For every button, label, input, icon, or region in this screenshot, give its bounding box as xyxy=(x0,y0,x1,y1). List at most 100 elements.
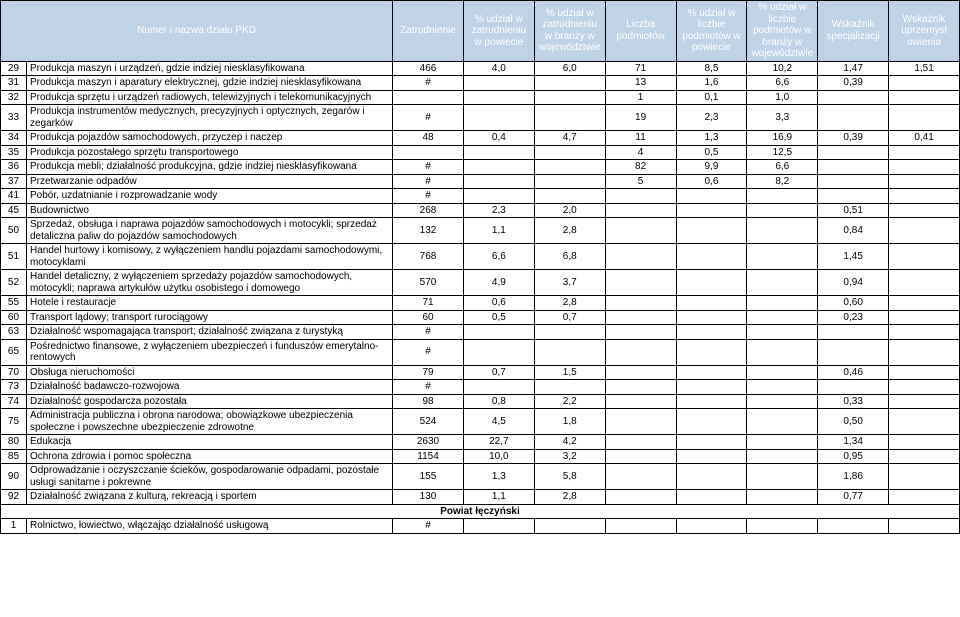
row-value: 19 xyxy=(605,105,676,131)
row-value: 0,23 xyxy=(818,310,889,325)
section-row: Powiat łęczyński xyxy=(1,504,960,519)
row-value: 1154 xyxy=(393,449,464,464)
row-value xyxy=(818,90,889,105)
row-value xyxy=(818,160,889,175)
row-value xyxy=(463,105,534,131)
row-value: 0,5 xyxy=(676,145,747,160)
row-value: 524 xyxy=(393,409,464,435)
row-value xyxy=(889,105,960,131)
row-id: 55 xyxy=(1,296,27,311)
row-value: 1,6 xyxy=(676,76,747,91)
row-value: 0,4 xyxy=(463,131,534,146)
row-value xyxy=(747,218,818,244)
row-value xyxy=(889,449,960,464)
row-value xyxy=(818,105,889,131)
table-row: 75Administracja publiczna i obrona narod… xyxy=(1,409,960,435)
row-id: 73 xyxy=(1,380,27,395)
row-value xyxy=(889,203,960,218)
row-value xyxy=(393,90,464,105)
pkd-table: Numer i nazwa działu PKD Zatrudnienie % … xyxy=(0,0,960,534)
row-value xyxy=(463,339,534,365)
row-value: 8,5 xyxy=(676,61,747,76)
row-value xyxy=(676,519,747,534)
row-value: 0,84 xyxy=(818,218,889,244)
row-value: 1,34 xyxy=(818,435,889,450)
row-value xyxy=(889,409,960,435)
row-value xyxy=(676,218,747,244)
row-value: 2630 xyxy=(393,435,464,450)
row-value: 2,2 xyxy=(534,394,605,409)
row-value xyxy=(818,339,889,365)
row-name: Produkcja maszyn i urządzeń, gdzie indzi… xyxy=(26,61,392,76)
row-name: Działalność badawczo-rozwojowa xyxy=(26,380,392,395)
row-value xyxy=(747,365,818,380)
row-value xyxy=(605,394,676,409)
row-id: 50 xyxy=(1,218,27,244)
row-name: Obsługa nieruchomości xyxy=(26,365,392,380)
row-value xyxy=(818,519,889,534)
row-id: 70 xyxy=(1,365,27,380)
row-value: 1,3 xyxy=(676,131,747,146)
row-id: 65 xyxy=(1,339,27,365)
table-row: 37Przetwarzanie odpadów#50,68,2 xyxy=(1,174,960,189)
row-value: 4 xyxy=(605,145,676,160)
row-id: 33 xyxy=(1,105,27,131)
header-entities: Liczba podmiotów xyxy=(605,1,676,62)
row-value xyxy=(747,490,818,505)
row-id: 85 xyxy=(1,449,27,464)
row-value: 5 xyxy=(605,174,676,189)
row-value xyxy=(747,244,818,270)
row-value xyxy=(676,449,747,464)
row-name: Pobór, uzdatnianie i rozprowadzanie wody xyxy=(26,189,392,204)
row-value xyxy=(747,380,818,395)
row-value: 768 xyxy=(393,244,464,270)
row-value: 10,2 xyxy=(747,61,818,76)
row-id: 35 xyxy=(1,145,27,160)
header-emp-share-region: % udział w zatrudnieniu w branży w wojew… xyxy=(534,1,605,62)
row-value: 0,39 xyxy=(818,131,889,146)
row-value: 1,51 xyxy=(889,61,960,76)
row-value xyxy=(605,218,676,244)
row-value: 6,0 xyxy=(534,61,605,76)
row-value xyxy=(889,296,960,311)
row-value xyxy=(676,339,747,365)
row-value xyxy=(605,244,676,270)
row-value xyxy=(676,409,747,435)
row-value xyxy=(676,365,747,380)
table-row: 50Sprzedaż, obsługa i naprawa pojazdów s… xyxy=(1,218,960,244)
row-value xyxy=(889,435,960,450)
row-name: Przetwarzanie odpadów xyxy=(26,174,392,189)
row-value: 3,7 xyxy=(534,270,605,296)
row-value: 1 xyxy=(605,90,676,105)
row-value: 0,5 xyxy=(463,310,534,325)
row-value: 10,0 xyxy=(463,449,534,464)
row-name: Edukacja xyxy=(26,435,392,450)
row-value: 1,8 xyxy=(534,409,605,435)
table-row: 41Pobór, uzdatnianie i rozprowadzanie wo… xyxy=(1,189,960,204)
row-value: # xyxy=(393,519,464,534)
row-name: Handel detaliczny, z wyłączeniem sprzeda… xyxy=(26,270,392,296)
row-value xyxy=(463,90,534,105)
row-name: Produkcja maszyn i aparatury elektryczne… xyxy=(26,76,392,91)
row-value: 1,0 xyxy=(747,90,818,105)
row-value: 79 xyxy=(393,365,464,380)
row-value: 0,77 xyxy=(818,490,889,505)
row-value xyxy=(676,325,747,340)
row-value: 71 xyxy=(393,296,464,311)
header-ent-share-county: % udział w liczbie podmiotów w powiecie xyxy=(676,1,747,62)
row-value: 12,5 xyxy=(747,145,818,160)
row-value: 0,33 xyxy=(818,394,889,409)
row-name: Administracja publiczna i obrona narodow… xyxy=(26,409,392,435)
row-value: 2,8 xyxy=(534,296,605,311)
row-value xyxy=(676,380,747,395)
row-value xyxy=(889,394,960,409)
row-value xyxy=(534,160,605,175)
row-value xyxy=(605,270,676,296)
table-row: 34Produkcja pojazdów samochodowych, przy… xyxy=(1,131,960,146)
row-value xyxy=(534,145,605,160)
table-row: 55Hotele i restauracje710,62,80,60 xyxy=(1,296,960,311)
row-value: 4,9 xyxy=(463,270,534,296)
table-row: 74Działalność gospodarcza pozostała980,8… xyxy=(1,394,960,409)
row-value xyxy=(889,365,960,380)
row-value xyxy=(889,90,960,105)
